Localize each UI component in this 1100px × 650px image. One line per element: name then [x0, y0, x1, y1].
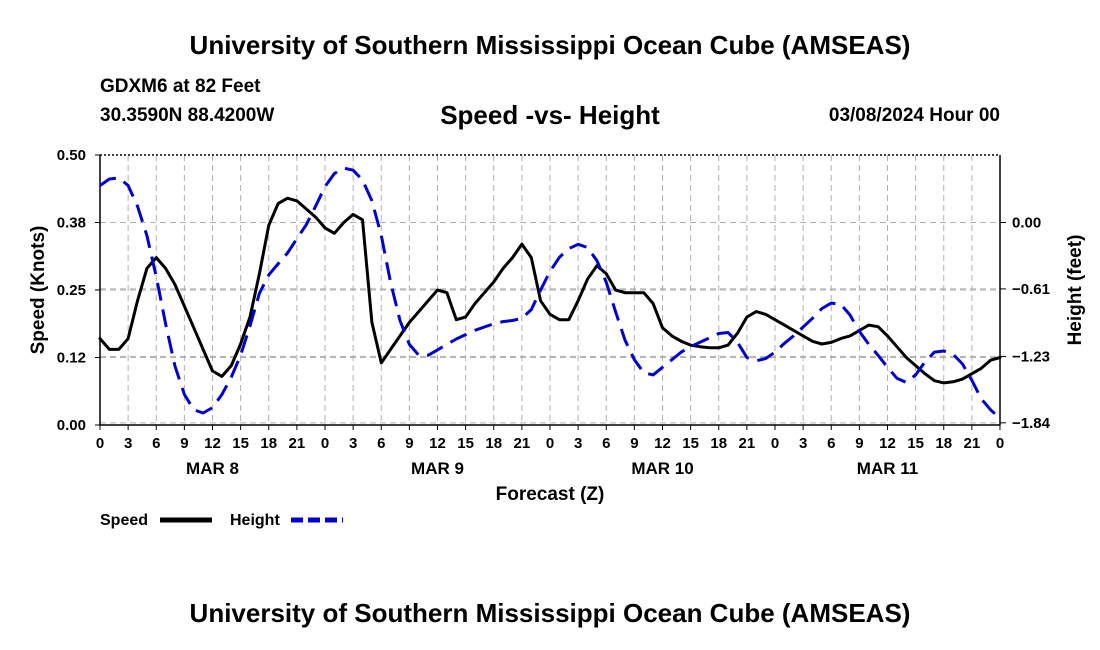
x-tick-label: 3 [799, 435, 807, 452]
chart-title: University of Southern Mississippi Ocean… [189, 30, 911, 60]
legend-label-speed: Speed [100, 512, 148, 529]
y-right-tick-label: −1.23 [1012, 348, 1050, 365]
x-tick-label: 21 [739, 435, 756, 452]
x-day-label: MAR 11 [857, 459, 918, 478]
series-line-speed [98, 196, 1002, 385]
x-tick-label: 21 [964, 435, 981, 452]
x-day-label: MAR 10 [631, 459, 693, 478]
x-tick-label: 6 [377, 435, 385, 452]
x-tick-label: 12 [204, 435, 221, 452]
x-tick-label: 12 [429, 435, 446, 452]
footer-title: University of Southern Mississippi Ocean… [189, 598, 911, 628]
x-tick-label: 18 [710, 435, 727, 452]
x-tick-label: 3 [574, 435, 582, 452]
x-tick-label: 21 [514, 435, 531, 452]
x-tick-label: 0 [96, 435, 104, 452]
x-tick-label: 0 [321, 435, 329, 452]
x-tick-label: 15 [907, 435, 924, 452]
y-right-tick-label: 0.00 [1012, 215, 1041, 232]
y-right-axis-title: Height (feet) [1065, 235, 1086, 346]
x-tick-label: 9 [405, 435, 413, 452]
coordinates-label: 30.3590N 88.4200W [100, 105, 275, 126]
x-tick-label: 12 [879, 435, 896, 452]
legend-label-height: Height [230, 512, 280, 529]
x-tick-label: 6 [602, 435, 610, 452]
x-tick-label: 9 [630, 435, 638, 452]
x-tick-label: 9 [855, 435, 863, 452]
y-left-tick-label: 0.38 [57, 215, 86, 232]
x-tick-label: 18 [935, 435, 952, 452]
x-tick-label: 3 [349, 435, 357, 452]
x-tick-label: 3 [124, 435, 132, 452]
series-line-height [99, 166, 1002, 420]
x-tick-label: 6 [152, 435, 160, 452]
x-tick-label: 18 [485, 435, 502, 452]
y-left-tick-label: 0.12 [57, 350, 86, 367]
x-tick-label: 0 [771, 435, 779, 452]
station-label: GDXM6 at 82 Feet [100, 76, 261, 97]
x-tick-label: 0 [546, 435, 554, 452]
x-tick-label: 15 [682, 435, 699, 452]
x-tick-label: 18 [260, 435, 277, 452]
y-left-tick-label: 0.00 [57, 417, 86, 434]
y-right-tick-label: −1.84 [1012, 415, 1051, 432]
x-day-label: MAR 9 [411, 459, 464, 478]
y-right-tick-label: −0.61 [1012, 281, 1050, 298]
x-tick-label: 21 [289, 435, 306, 452]
x-axis-title: Forecast (Z) [496, 484, 605, 505]
y-left-tick-label: 0.25 [57, 282, 86, 299]
x-tick-label: 6 [827, 435, 835, 452]
x-tick-label: 15 [457, 435, 474, 452]
x-tick-label: 9 [180, 435, 188, 452]
chart-subtitle: Speed -vs- Height [440, 100, 660, 130]
y-left-tick-label: 0.50 [57, 147, 86, 164]
x-tick-label: 12 [654, 435, 671, 452]
x-tick-label: 0 [996, 435, 1004, 452]
x-day-label: MAR 8 [186, 459, 239, 478]
x-tick-label: 15 [232, 435, 249, 452]
y-left-axis-title: Speed (Knots) [28, 226, 49, 355]
date-stamp: 03/08/2024 Hour 00 [828, 105, 1000, 126]
